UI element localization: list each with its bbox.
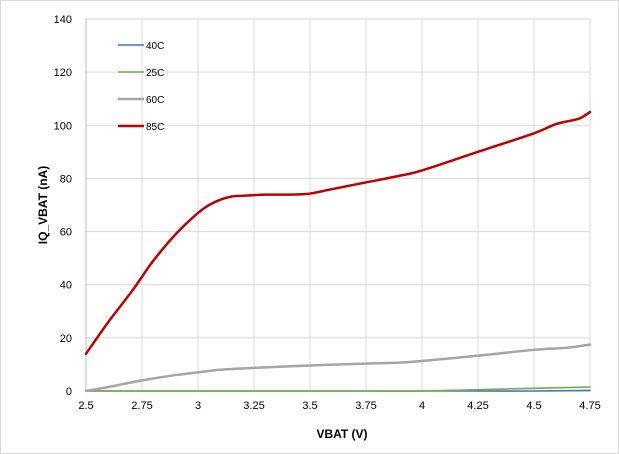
- legend-label-40c: 40C: [146, 41, 164, 52]
- y-tick-label: 100: [54, 120, 72, 132]
- x-tick-label: 4: [419, 400, 425, 412]
- x-tick-label: 4.75: [579, 400, 600, 412]
- y-tick-label: 0: [66, 386, 72, 398]
- y-tick-label: 40: [60, 280, 72, 292]
- legend-label-25c: 25C: [146, 68, 164, 79]
- x-tick-label: 3.25: [243, 400, 264, 412]
- y-tick-label: 120: [54, 67, 72, 79]
- x-tick-label: 4.5: [526, 400, 541, 412]
- x-tick-label: 4.25: [467, 400, 488, 412]
- series-line-85c: [84, 110, 592, 356]
- y-tick-label: 60: [60, 227, 72, 239]
- series-line-25c: [85, 386, 591, 392]
- y-tick-label: 140: [54, 14, 72, 26]
- y-tick-label: 20: [60, 333, 72, 345]
- gridlines: [85, 18, 591, 392]
- x-axis-title: VBAT (V): [316, 427, 367, 441]
- legend: 40C 25C 60C 85C: [118, 41, 164, 133]
- legend-label-85c: 85C: [146, 122, 164, 133]
- y-axis-title: IQ_VBAT (nA): [36, 166, 50, 244]
- x-tick-label: 3.75: [355, 400, 376, 412]
- x-tick-label: 2.5: [78, 400, 93, 412]
- series-lines: [84, 110, 592, 393]
- x-tick-label: 3: [195, 400, 201, 412]
- x-tick-label: 2.75: [131, 400, 152, 412]
- series-line-60c: [84, 343, 592, 393]
- legend-label-60c: 60C: [146, 95, 164, 106]
- x-tick-label: 3.5: [302, 400, 317, 412]
- y-tick-label: 80: [60, 173, 72, 185]
